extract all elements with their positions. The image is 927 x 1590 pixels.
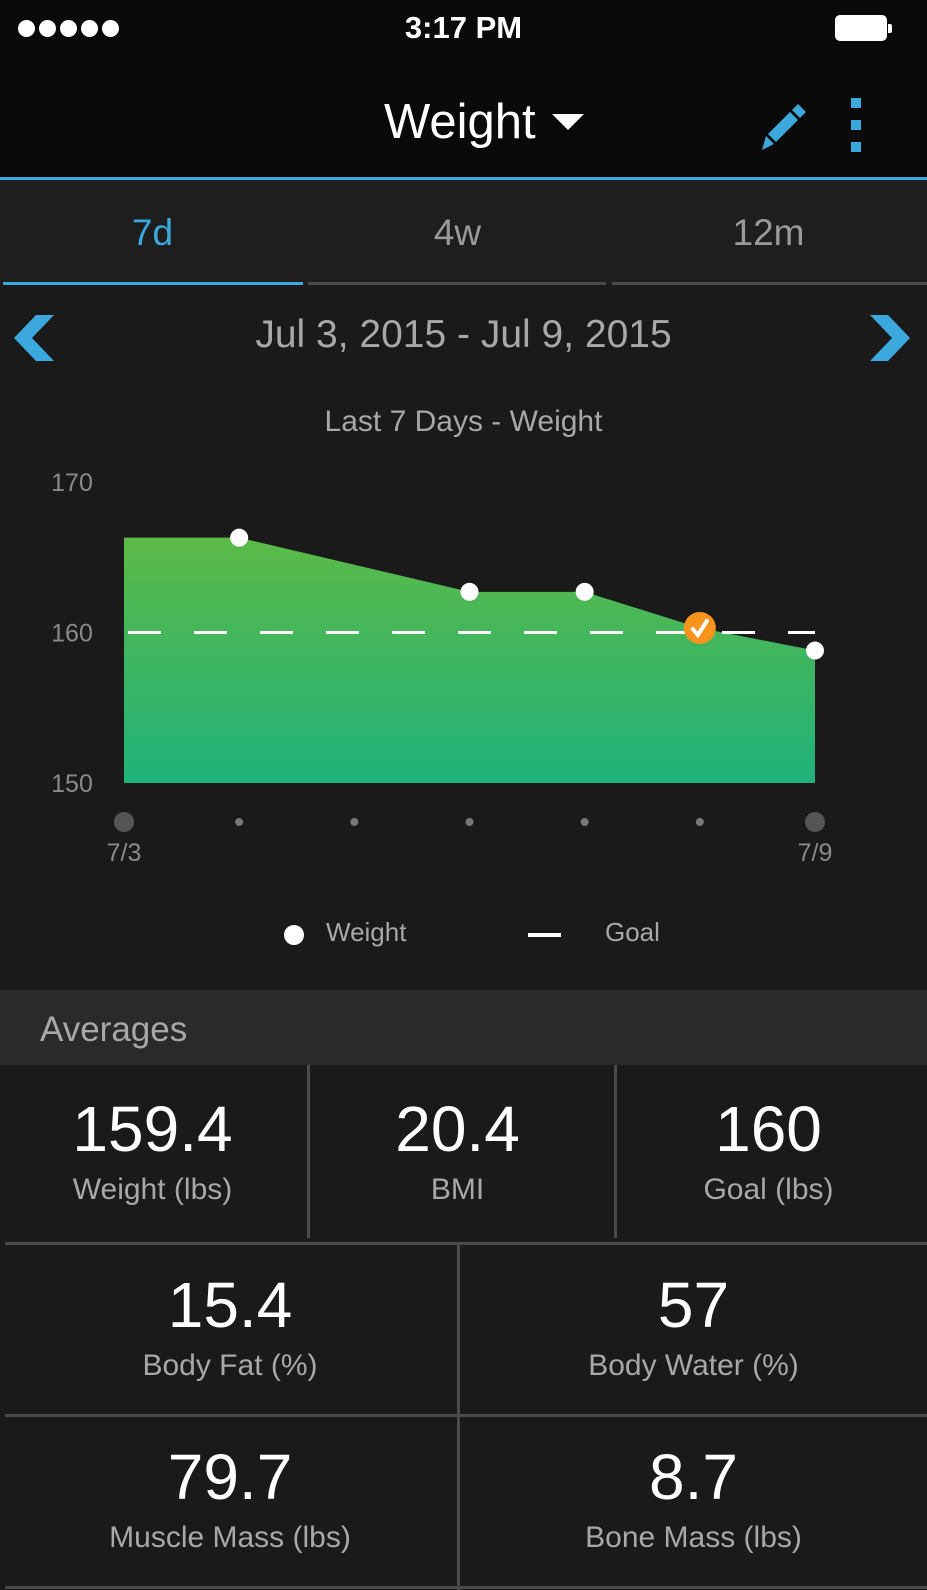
more-options-icon[interactable] bbox=[846, 98, 866, 156]
legend-goal-marker bbox=[528, 933, 561, 937]
check-icon bbox=[690, 618, 709, 639]
next-arrow-icon[interactable] bbox=[870, 315, 910, 361]
grid-divider bbox=[457, 1245, 460, 1590]
legend-weight-label: Weight bbox=[326, 917, 407, 947]
avg-body-water: 57 Body Water (%) bbox=[460, 1273, 927, 1383]
chart-legend: Weight Goal bbox=[0, 915, 927, 955]
y-tick-label: 170 bbox=[51, 469, 93, 497]
avg-bone-mass-label: Bone Mass (lbs) bbox=[585, 1521, 802, 1554]
chevron-down-icon[interactable] bbox=[552, 114, 584, 130]
avg-body-water-value: 57 bbox=[657, 1269, 730, 1341]
tab-12m[interactable]: 12m bbox=[732, 212, 805, 253]
avg-body-fat: 15.4 Body Fat (%) bbox=[0, 1273, 460, 1383]
tab-divider bbox=[612, 282, 927, 285]
avg-bmi-label: BMI bbox=[430, 1173, 485, 1206]
x-axis-endpoint bbox=[114, 812, 134, 832]
chart-title: Last 7 Days - Weight bbox=[324, 405, 603, 438]
tab-7d[interactable]: 7d bbox=[131, 212, 174, 253]
metric-selector[interactable]: Weight bbox=[384, 95, 536, 149]
averages-grid: 159.4 Weight (lbs) 20.4 BMI 160 Goal (lb… bbox=[0, 1065, 927, 1590]
tab-indicator-active bbox=[3, 282, 303, 285]
weight-chart: 150 160 170 7/3 7/9 Last 7 Days - Weight Wei… bbox=[0, 385, 927, 990]
weight-point bbox=[806, 641, 824, 660]
avg-body-fat-value: 15.4 bbox=[167, 1269, 293, 1341]
avg-bone-mass: 8.7 Bone Mass (lbs) bbox=[460, 1445, 927, 1555]
legend-goal-label: Goal bbox=[605, 917, 660, 947]
previous-arrow-icon[interactable] bbox=[14, 315, 54, 361]
tab-divider bbox=[308, 282, 606, 285]
avg-goal-label: Goal (lbs) bbox=[703, 1173, 834, 1206]
edit-pencil-icon[interactable] bbox=[752, 98, 812, 158]
weight-area bbox=[124, 537, 815, 783]
nav-bar: Weight bbox=[0, 58, 927, 180]
period-tabs: 7d 4w 12m bbox=[0, 180, 927, 285]
goal-reached-icon bbox=[683, 611, 716, 644]
weight-point bbox=[230, 528, 249, 547]
avg-weight: 159.4 Weight (lbs) bbox=[0, 1097, 305, 1207]
x-axis-tick bbox=[235, 818, 244, 826]
x-tick-label: 7/9 bbox=[798, 839, 833, 867]
grid-divider bbox=[307, 1065, 310, 1238]
avg-goal-value: 160 bbox=[715, 1093, 822, 1165]
x-axis-tick bbox=[580, 818, 589, 826]
status-bar: 3:17 PM bbox=[0, 0, 927, 58]
battery-icon bbox=[835, 15, 895, 43]
y-tick-label: 160 bbox=[51, 620, 93, 648]
avg-goal: 160 Goal (lbs) bbox=[610, 1097, 927, 1207]
x-axis-endpoint bbox=[805, 812, 825, 832]
date-range-label: Jul 3, 2015 - Jul 9, 2015 bbox=[255, 313, 672, 356]
x-tick-label: 7/3 bbox=[107, 839, 142, 867]
legend-weight-marker bbox=[284, 925, 304, 945]
grid-divider bbox=[5, 1586, 927, 1589]
grid-divider bbox=[5, 1414, 927, 1417]
avg-muscle-mass-label: Muscle Mass (lbs) bbox=[109, 1521, 351, 1554]
tab-4w[interactable]: 4w bbox=[433, 212, 482, 253]
avg-muscle-mass: 79.7 Muscle Mass (lbs) bbox=[0, 1445, 460, 1555]
grid-divider bbox=[614, 1065, 617, 1238]
weight-point bbox=[575, 582, 594, 601]
averages-header: Averages bbox=[0, 990, 927, 1065]
x-axis-tick bbox=[465, 818, 474, 826]
y-tick-label: 150 bbox=[51, 770, 93, 798]
avg-muscle-mass-value: 79.7 bbox=[167, 1441, 293, 1513]
avg-weight-label: Weight (lbs) bbox=[72, 1173, 233, 1206]
x-axis-tick bbox=[695, 818, 704, 826]
avg-bmi: 20.4 BMI bbox=[305, 1097, 610, 1207]
signal-strength-icon bbox=[18, 20, 119, 37]
avg-body-fat-label: Body Fat (%) bbox=[142, 1349, 318, 1382]
avg-weight-value: 159.4 bbox=[72, 1093, 233, 1165]
weight-point bbox=[460, 582, 479, 601]
date-range-selector: Jul 3, 2015 - Jul 9, 2015 bbox=[0, 285, 927, 385]
chart-canvas: 150 160 170 7/3 7/9 bbox=[51, 469, 833, 867]
x-axis-tick bbox=[350, 818, 359, 826]
avg-bmi-value: 20.4 bbox=[395, 1093, 520, 1165]
avg-body-water-label: Body Water (%) bbox=[588, 1349, 799, 1382]
averages-title: Averages bbox=[40, 1010, 188, 1049]
grid-divider bbox=[5, 1242, 927, 1245]
status-time: 3:17 PM bbox=[404, 10, 523, 45]
avg-bone-mass-value: 8.7 bbox=[649, 1441, 738, 1513]
